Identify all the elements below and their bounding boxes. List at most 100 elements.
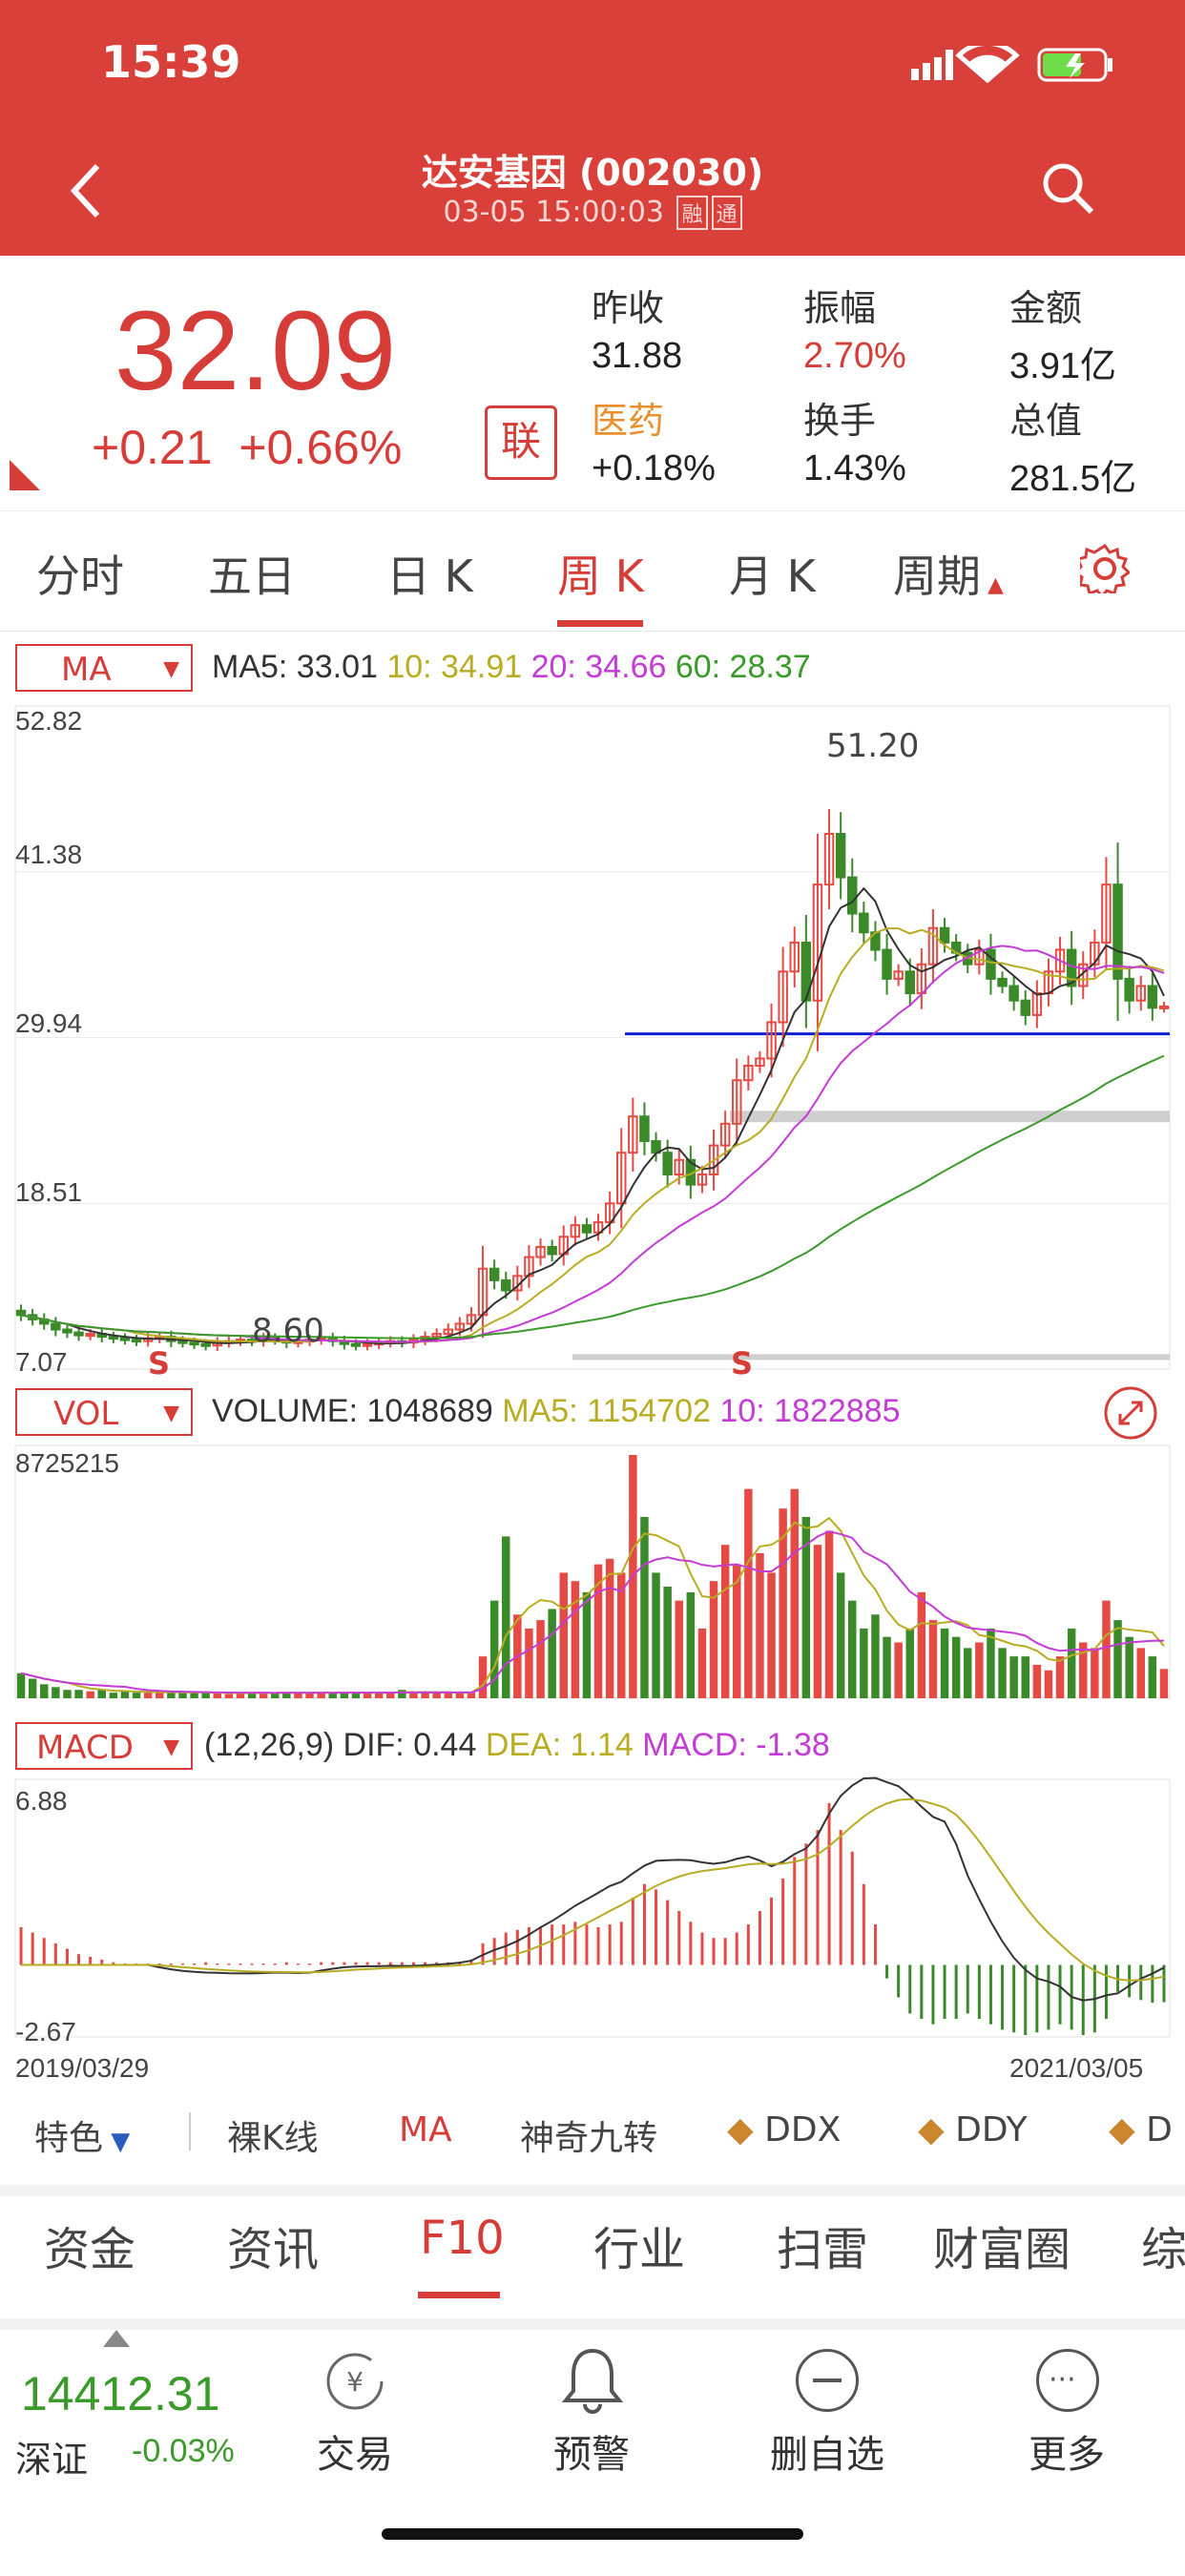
tab-zijin[interactable]: 资金 [44,2212,135,2278]
collapse-arrow-icon[interactable] [103,2330,130,2347]
legend-dea: DEA: 1.14 [486,1727,634,1763]
candle-body [663,1153,671,1174]
sector-label[interactable]: 医药 [592,391,664,444]
candle-body [837,834,844,878]
feature-ddx[interactable]: ◆ DDX [727,2110,841,2150]
volume-bar [536,1620,544,1698]
feature-ma[interactable]: MA [399,2110,452,2150]
alert-button[interactable] [561,2345,624,2418]
tab-yue-k[interactable]: 月 K [729,542,816,605]
kline-chart-area[interactable] [0,701,1185,2056]
bell-icon [561,2345,624,2414]
y-label: 41.38 [15,840,82,870]
volume-bar [583,1592,591,1698]
tab-zixun[interactable]: 资讯 [227,2212,319,2278]
svg-text:¥: ¥ [346,2366,364,2398]
tab-f10[interactable]: F10 [420,2212,505,2265]
timestamp: 03-05 15:00:03 [443,196,663,229]
home-indicator [382,2528,803,2540]
ma-legend: MA5: 33.01 10: 34.91 20: 34.66 60: 28.37 [212,649,811,686]
volume-bar [502,1536,509,1698]
feature-d[interactable]: ◆ D [1109,2110,1173,2150]
s-marker: S [731,1345,753,1381]
stat-value: 1.43% [803,448,906,489]
candlestick-chart [15,706,1170,1369]
feature-luo-kline[interactable]: 裸K线 [227,2110,319,2160]
volume-bar [110,1693,117,1698]
volume-bar [721,1545,729,1698]
volume-bar [572,1581,579,1698]
trade-button[interactable]: ¥ [322,2349,387,2418]
volume-bar [409,1693,417,1698]
date-start: 2019/03/29 [15,2053,149,2084]
tab-indicator [557,620,643,627]
candle-body [17,1311,25,1316]
stat-label: 换手 [803,391,876,444]
tab-ri-k[interactable]: 日 K [386,542,473,605]
tab-zhou-k[interactable]: 周 K [557,542,644,605]
volume-bar [178,1693,186,1698]
legend-ma60: 60: 28.37 [676,649,811,685]
tab-period[interactable]: 周期 ▲ [893,542,1004,605]
volume-bar [548,1609,555,1698]
tab-fenshi[interactable]: 分时 [36,542,124,605]
change-pct: +0.66% [239,421,402,474]
volume-bar [1056,1656,1064,1698]
y-label: 29.94 [15,1008,82,1039]
candle-body [906,971,914,993]
volume-bar [86,1692,94,1698]
expand-button[interactable] [1103,1385,1158,1444]
volume-bar [560,1572,568,1698]
feature-jiuzhuan[interactable]: 神奇九转 [520,2110,657,2160]
feature-ddy[interactable]: ◆ DDY [918,2110,1028,2150]
volume-bar [756,1553,763,1698]
volume-bar [941,1629,948,1698]
ma10-line [21,928,1164,1341]
ma-selector[interactable]: MA ▼ [15,644,193,692]
more-icon[interactable]: ··· [1036,2349,1099,2412]
volume-bar [698,1629,706,1698]
candle-body [133,1340,140,1341]
volume-bar [975,1643,983,1698]
tab-zong[interactable]: 综 [1141,2212,1185,2278]
macd-selector[interactable]: MACD ▼ [15,1722,193,1770]
candle-body [860,914,867,933]
remove-watchlist-icon[interactable] [796,2349,859,2412]
legend-ma5: MA5: 33.01 [212,649,378,685]
tab-wuri[interactable]: 五日 [208,542,296,605]
tab-saolei[interactable]: 扫雷 [777,2212,868,2278]
volume-bar [40,1684,48,1698]
nav-remove-label[interactable]: 删自选 [741,2423,913,2479]
index-value[interactable]: 14412.31 [21,2366,220,2421]
settings-button[interactable] [1080,544,1130,597]
l2-icon: ◆ [727,2110,754,2150]
legend-ma20: 20: 34.66 [531,649,667,685]
vol-selector[interactable]: VOL ▼ [15,1388,193,1436]
stat-value: 31.88 [592,336,682,377]
status-icons [911,46,1131,88]
volume-bar [445,1693,452,1698]
stat-value: +0.18% [592,448,716,489]
search-icon [1040,160,1097,218]
legend-dif: (12,26,9) DIF: 0.44 [204,1727,476,1763]
feature-tese[interactable]: 特色 ▼ [34,2110,130,2160]
volume-bar [167,1693,175,1698]
nav-alert-label[interactable]: 预警 [506,2423,677,2479]
lian-button[interactable]: 联 [485,405,557,480]
nav-trade-label[interactable]: 交易 [269,2423,441,2479]
candle-body [502,1280,509,1291]
volume-bar [894,1643,902,1698]
vol-max-label: 8725215 [15,1448,119,1479]
volume-bar [1091,1648,1098,1698]
volume-bar [883,1637,890,1698]
nav-more-label[interactable]: 更多 [981,2423,1153,2479]
l2-icon: ◆ [918,2110,945,2150]
volume-chart [15,1445,1170,1698]
volume-bar [1102,1601,1110,1698]
volume-bar [144,1693,152,1698]
tab-hangye[interactable]: 行业 [593,2212,685,2278]
legend-vol-ma5: MA5: 1154702 [502,1393,711,1429]
search-button[interactable] [1040,160,1097,221]
candle-body [352,1344,360,1346]
tab-caifuquan[interactable]: 财富圈 [933,2212,1071,2278]
